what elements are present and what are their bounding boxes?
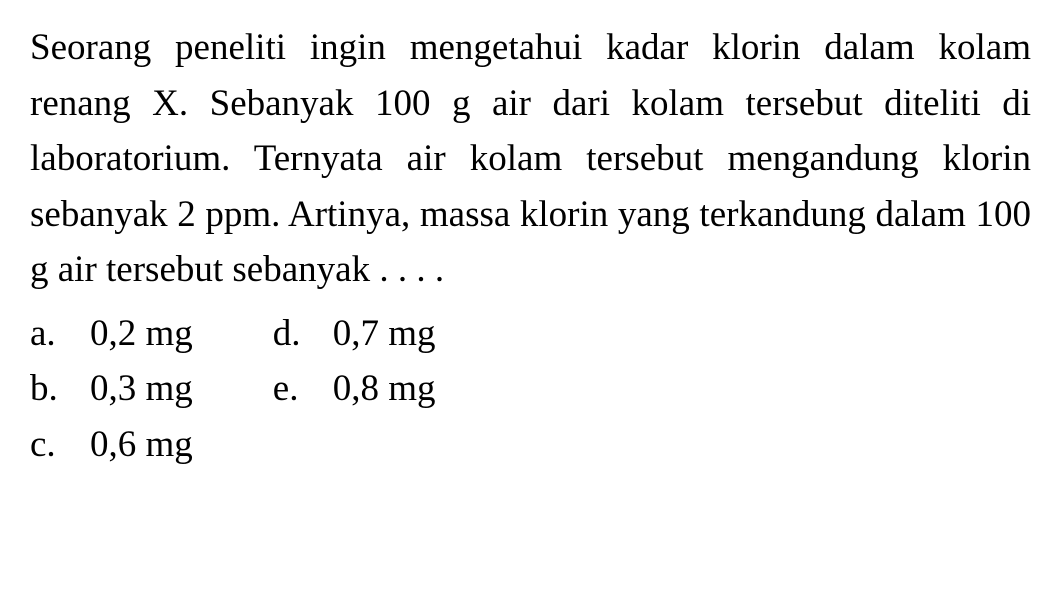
options-column-right: d. 0,7 mg e. 0,8 mg (273, 306, 436, 473)
option-letter: c. (30, 417, 90, 473)
option-a: a. 0,2 mg (30, 306, 193, 362)
option-e: e. 0,8 mg (273, 361, 436, 417)
option-b: b. 0,3 mg (30, 361, 193, 417)
option-value: 0,3 mg (90, 361, 193, 417)
question-text: Seorang peneliti ingin mengetahui kadar … (30, 20, 1031, 298)
option-letter: a. (30, 306, 90, 362)
option-letter: d. (273, 306, 333, 362)
option-value: 0,8 mg (333, 361, 436, 417)
options-column-left: a. 0,2 mg b. 0,3 mg c. 0,6 mg (30, 306, 193, 473)
option-letter: e. (273, 361, 333, 417)
option-value: 0,6 mg (90, 417, 193, 473)
option-c: c. 0,6 mg (30, 417, 193, 473)
option-value: 0,2 mg (90, 306, 193, 362)
option-d: d. 0,7 mg (273, 306, 436, 362)
option-value: 0,7 mg (333, 306, 436, 362)
options-container: a. 0,2 mg b. 0,3 mg c. 0,6 mg d. 0,7 mg … (30, 306, 1031, 473)
option-letter: b. (30, 361, 90, 417)
